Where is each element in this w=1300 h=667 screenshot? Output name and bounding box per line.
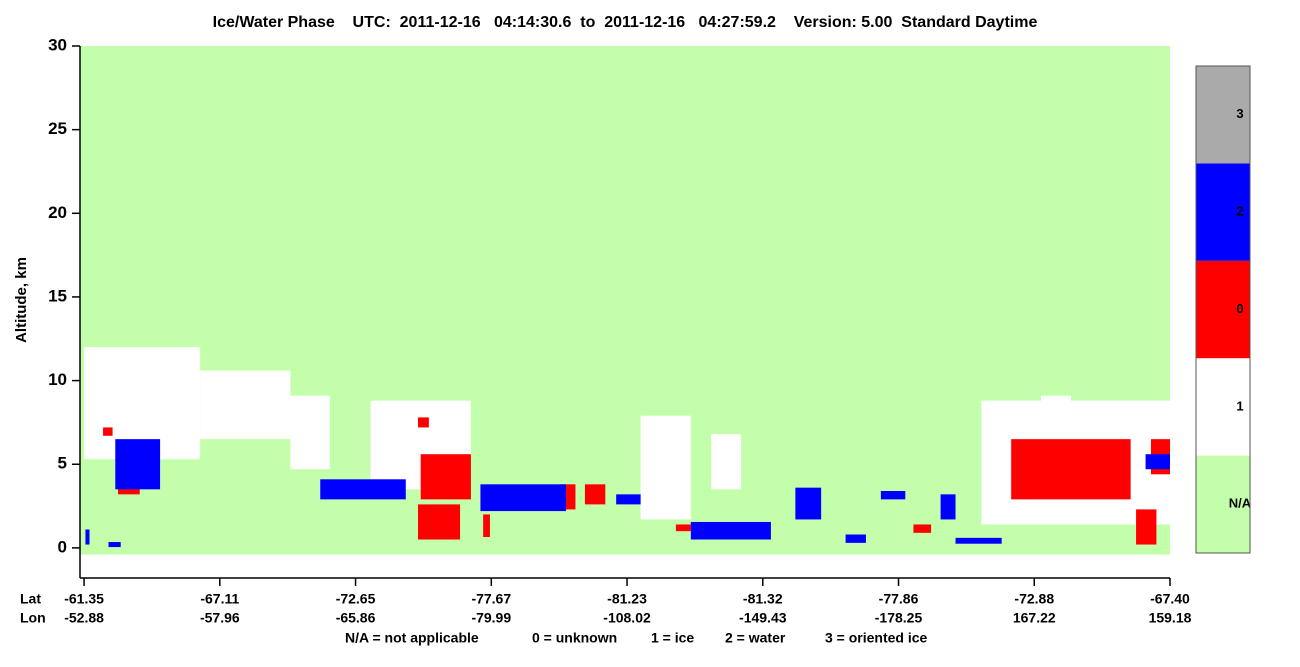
colorbar-frame bbox=[1195, 65, 1251, 554]
colorbar-label: 0 bbox=[1236, 301, 1243, 316]
lon-label: -52.88 bbox=[64, 610, 104, 626]
lat-label: -67.11 bbox=[200, 591, 239, 607]
phase-region bbox=[675, 524, 691, 532]
lon-label: -65.86 bbox=[336, 610, 376, 626]
phase-region bbox=[320, 479, 406, 500]
lat-label: -67.40 bbox=[1150, 591, 1190, 607]
phase-region bbox=[417, 417, 429, 428]
legend-note: 2 = water bbox=[725, 630, 786, 646]
phase-region bbox=[616, 494, 641, 505]
lat-label: -77.86 bbox=[879, 591, 919, 607]
phase-region bbox=[584, 484, 606, 505]
phase-region bbox=[420, 454, 471, 500]
phase-region bbox=[913, 524, 932, 533]
phase-region bbox=[1041, 395, 1071, 421]
legend-note: 3 = oriented ice bbox=[825, 630, 928, 646]
colorbar-label: 3 bbox=[1236, 106, 1243, 121]
phase-region bbox=[115, 439, 161, 490]
phase-region bbox=[483, 514, 490, 538]
colorbar-swatch bbox=[1196, 358, 1250, 456]
y-tick-label: 30 bbox=[48, 35, 67, 54]
phase-region bbox=[290, 395, 330, 470]
y-tick-label: 15 bbox=[48, 286, 67, 305]
x-row-label: Lon bbox=[20, 610, 46, 626]
lat-label: -72.65 bbox=[336, 591, 376, 607]
lon-label: -178.25 bbox=[875, 610, 923, 626]
x-row-label: Lat bbox=[20, 591, 41, 607]
y-tick-label: 10 bbox=[48, 370, 67, 389]
lon-label: -108.02 bbox=[603, 610, 651, 626]
colorbar-swatch bbox=[1196, 260, 1250, 359]
colorbar-swatch bbox=[1196, 163, 1250, 261]
phase-region bbox=[480, 484, 566, 512]
phase-region bbox=[1136, 509, 1157, 545]
y-tick-label: 0 bbox=[58, 537, 67, 556]
phase-region bbox=[417, 504, 461, 540]
lon-label: -79.99 bbox=[471, 610, 511, 626]
phase-region bbox=[795, 487, 822, 520]
lon-label: -149.43 bbox=[739, 610, 787, 626]
lat-label: -81.23 bbox=[607, 591, 647, 607]
y-tick-label: 25 bbox=[48, 119, 67, 138]
y-axis-label: Altitude, km bbox=[13, 257, 30, 343]
phase-region bbox=[1145, 454, 1170, 470]
lon-label: 159.18 bbox=[1149, 610, 1192, 626]
phase-region bbox=[85, 529, 90, 545]
lat-label: -81.32 bbox=[743, 591, 783, 607]
chart-title: Ice/Water Phase UTC: 2011-12-16 04:14:30… bbox=[213, 14, 1038, 31]
y-tick-label: 20 bbox=[48, 203, 67, 222]
phase-region bbox=[690, 521, 771, 540]
lon-label: -57.96 bbox=[200, 610, 240, 626]
legend-note: N/A = not applicable bbox=[345, 630, 479, 646]
legend-note: 0 = unknown bbox=[532, 630, 617, 646]
colorbar-label: 1 bbox=[1236, 398, 1243, 413]
colorbar-swatch bbox=[1196, 455, 1250, 553]
lon-label: 167.22 bbox=[1013, 610, 1056, 626]
phase-region bbox=[1011, 439, 1131, 500]
y-tick-label: 5 bbox=[58, 454, 67, 473]
phase-region bbox=[955, 537, 1002, 544]
phase-region bbox=[640, 415, 691, 520]
phase-region bbox=[711, 434, 742, 490]
lat-label: -72.88 bbox=[1014, 591, 1054, 607]
colorbar-label: 2 bbox=[1236, 204, 1243, 219]
phase-region bbox=[200, 370, 291, 440]
colorbar-swatch bbox=[1196, 66, 1250, 164]
lat-label: -77.67 bbox=[471, 591, 511, 607]
colorbar-label: N/A bbox=[1229, 496, 1252, 511]
phase-region bbox=[940, 494, 956, 520]
phase-region bbox=[880, 491, 906, 500]
lat-label: -61.35 bbox=[64, 591, 104, 607]
phase-region bbox=[103, 427, 113, 436]
phase-region bbox=[845, 534, 866, 543]
phase-region bbox=[108, 542, 121, 548]
legend-note: 1 = ice bbox=[651, 630, 694, 646]
